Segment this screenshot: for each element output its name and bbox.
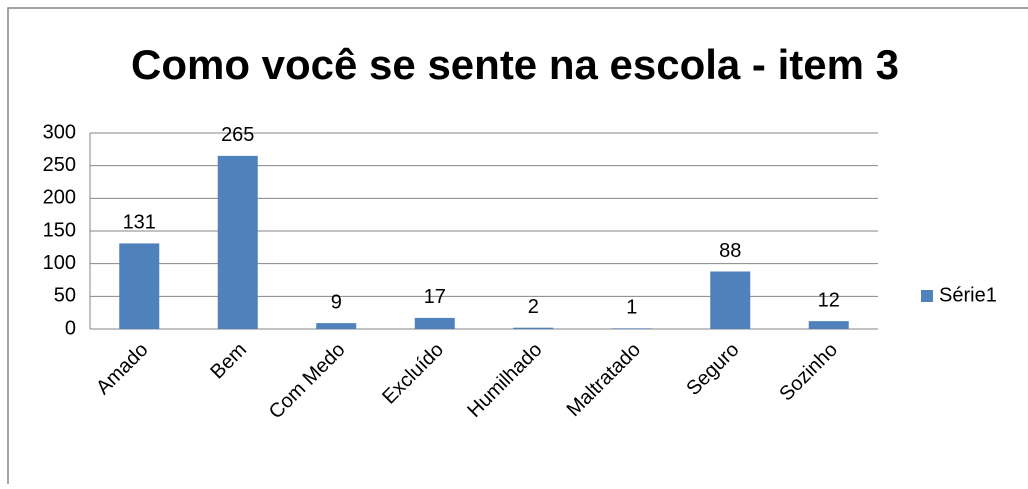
bar: [710, 271, 751, 329]
y-tick-label: 100: [43, 252, 76, 274]
data-label: 88: [719, 240, 741, 262]
chart-frame: [7, 7, 1028, 489]
data-label: 265: [221, 124, 254, 146]
data-label: 12: [818, 289, 840, 311]
bar: [119, 243, 160, 329]
bar: [217, 155, 258, 329]
bar: [316, 323, 357, 329]
y-tick-label: 300: [43, 121, 76, 143]
chart-title: Como você se sente na escola - item 3: [131, 41, 899, 88]
bar: [808, 321, 849, 329]
data-label: 9: [331, 291, 342, 313]
legend-label: Série1: [939, 284, 997, 306]
data-label: 2: [528, 296, 539, 318]
bar: [611, 328, 652, 329]
bar: [513, 327, 554, 329]
bar: [414, 317, 455, 329]
data-label: 17: [424, 286, 446, 308]
data-label: 1: [626, 297, 637, 319]
y-tick-label: 150: [43, 219, 76, 241]
data-label: 131: [123, 212, 156, 234]
legend-swatch: [921, 290, 933, 302]
y-tick-label: 250: [43, 154, 76, 176]
y-tick-label: 50: [54, 285, 76, 307]
y-tick-label: 200: [43, 187, 76, 209]
y-tick-label: 0: [65, 317, 76, 339]
